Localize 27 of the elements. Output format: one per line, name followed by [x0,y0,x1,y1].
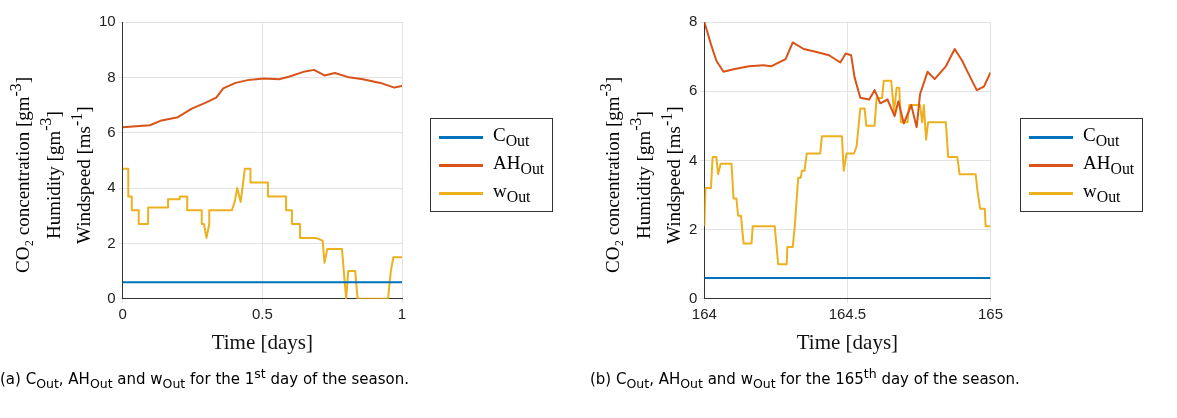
y-tick-label: 6 [107,122,116,140]
x-tick-label: 0 [118,304,127,322]
x-axis-title: Time [days] [796,329,899,354]
x-axis-title: Time [days] [211,329,313,354]
y-tick-label: 4 [107,178,116,196]
x-tick-label: 164 [691,304,717,322]
x-tick-label: 0.5 [251,304,273,322]
x-tick-label: 1 [397,304,407,322]
text: (b) C$_{Out}$, AH$_{Out}$ and w$_{Out}$ for the 165$^{th}$ day of the season. [590,366,1020,391]
y-tick-label: 8 [107,67,116,85]
y-tick-label: 2 [107,233,116,251]
y-tick-label: 0 [107,288,116,306]
y-tick-label: 0 [689,288,698,306]
legend-label: AH$_{Out}$ [1083,152,1135,178]
y-tick-label: 8 [689,12,698,30]
y-tick-label: 10 [99,12,116,30]
text: (a) C$_{Out}$, AH$_{Out}$ and w$_{Out}$ for the 1$^{st}$ day of the season. [0,366,410,391]
legend-label: AH$_{Out}$ [493,152,545,178]
legend-label: w$_{Out}$ [493,180,531,206]
legend-label: C$_{Out}$ [493,124,530,150]
y-tick-label: 4 [689,150,698,168]
x-tick-label: 164.5 [828,304,867,322]
legend-label: w$_{Out}$ [1083,180,1121,206]
x-tick-label: 165 [977,304,1003,322]
y-tick-label: 2 [689,219,698,237]
legend-label: C$_{Out}$ [1083,124,1120,150]
y-tick-label: 6 [689,81,698,99]
